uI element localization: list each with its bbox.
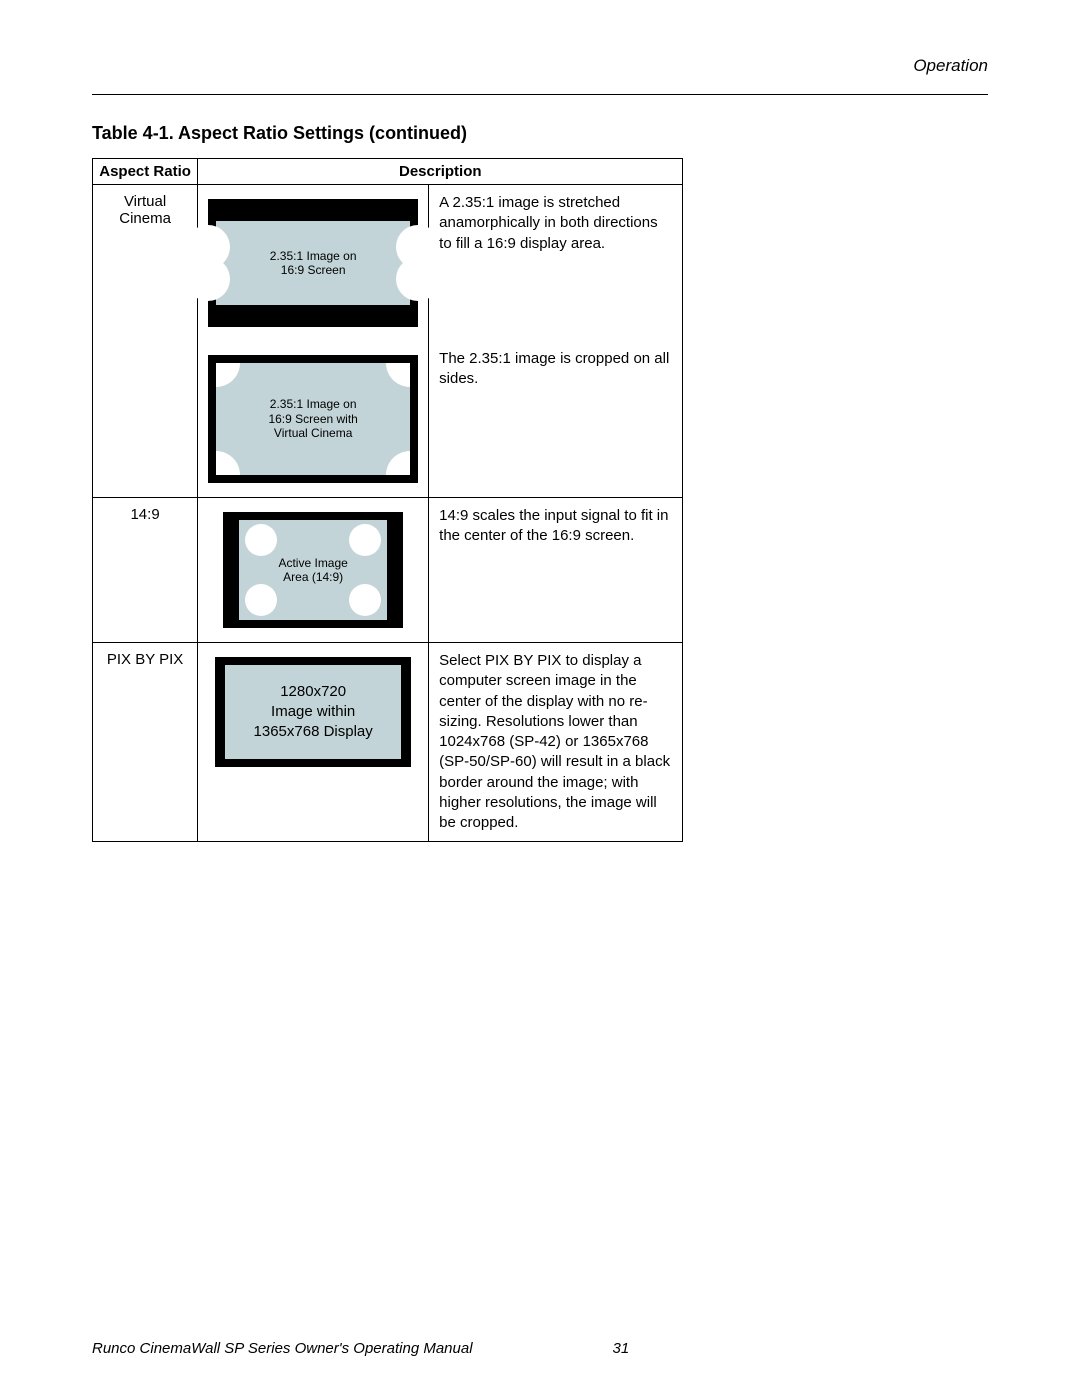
- col-header-aspect: Aspect Ratio: [93, 159, 198, 185]
- description-text: 14:9 scales the input signal to fit in t…: [429, 498, 683, 643]
- diagram-frame: 2.35:1 Image on 16:9 Screen with Virtual…: [208, 355, 418, 483]
- diagram-frame: 2.35:1 Image on 16:9 Screen: [208, 199, 418, 327]
- diagram-cell: 1280x720 Image within 1365x768 Display: [198, 643, 429, 842]
- diagram-caption: Active Image Area (14:9): [278, 556, 347, 585]
- table-header-row: Aspect Ratio Description: [93, 159, 683, 185]
- table-title: Table 4-1. Aspect Ratio Settings (contin…: [92, 123, 988, 144]
- rule-divider: [92, 94, 988, 95]
- diagram-caption: 2.35:1 Image on 16:9 Screen: [270, 249, 357, 278]
- footer-manual-title: Runco CinemaWall SP Series Owner's Opera…: [92, 1340, 473, 1357]
- document-page: Operation Table 4-1. Aspect Ratio Settin…: [0, 0, 1080, 882]
- table-row: Virtual Cinema 2.35:1 Image on 16:9 Scre…: [93, 185, 683, 342]
- diagram-cell: 2.35:1 Image on 16:9 Screen: [198, 185, 429, 342]
- description-text: A 2.35:1 image is stretched anamorphical…: [429, 185, 683, 342]
- diagram-caption: 1280x720 Image within 1365x768 Display: [254, 682, 373, 743]
- diagram-frame: 1280x720 Image within 1365x768 Display: [215, 657, 411, 767]
- diagram-cell: 2.35:1 Image on 16:9 Screen with Virtual…: [198, 341, 429, 498]
- description-text: Select PIX BY PIX to display a computer …: [429, 643, 683, 842]
- aspect-ratio-value: 14:9: [93, 498, 198, 643]
- diagram-cell: Active Image Area (14:9): [198, 498, 429, 643]
- page-footer: Runco CinemaWall SP Series Owner's Opera…: [92, 1340, 988, 1357]
- aspect-ratio-value: PIX BY PIX: [93, 643, 198, 842]
- diagram-frame: Active Image Area (14:9): [223, 512, 403, 628]
- table-row: 14:9 Active Image Area (14:9) 14:9 scale…: [93, 498, 683, 643]
- aspect-ratio-value: Virtual Cinema: [93, 185, 198, 498]
- footer-page-number: 31: [613, 1340, 630, 1357]
- section-header: Operation: [92, 56, 988, 76]
- col-header-description: Description: [198, 159, 683, 185]
- description-text: The 2.35:1 image is cropped on all sides…: [429, 341, 683, 498]
- diagram-caption: 2.35:1 Image on 16:9 Screen with Virtual…: [268, 397, 357, 440]
- table-row: PIX BY PIX 1280x720 Image within 1365x76…: [93, 643, 683, 842]
- aspect-ratio-table: Aspect Ratio Description Virtual Cinema: [92, 158, 683, 842]
